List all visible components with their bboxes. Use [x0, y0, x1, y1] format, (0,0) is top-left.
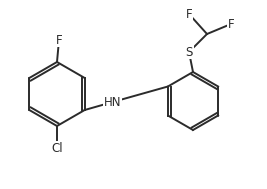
Text: F: F	[56, 33, 62, 46]
Text: F: F	[186, 8, 192, 20]
Text: F: F	[228, 18, 234, 30]
Text: HN: HN	[104, 95, 121, 108]
Text: S: S	[185, 46, 193, 59]
Text: Cl: Cl	[51, 142, 63, 154]
